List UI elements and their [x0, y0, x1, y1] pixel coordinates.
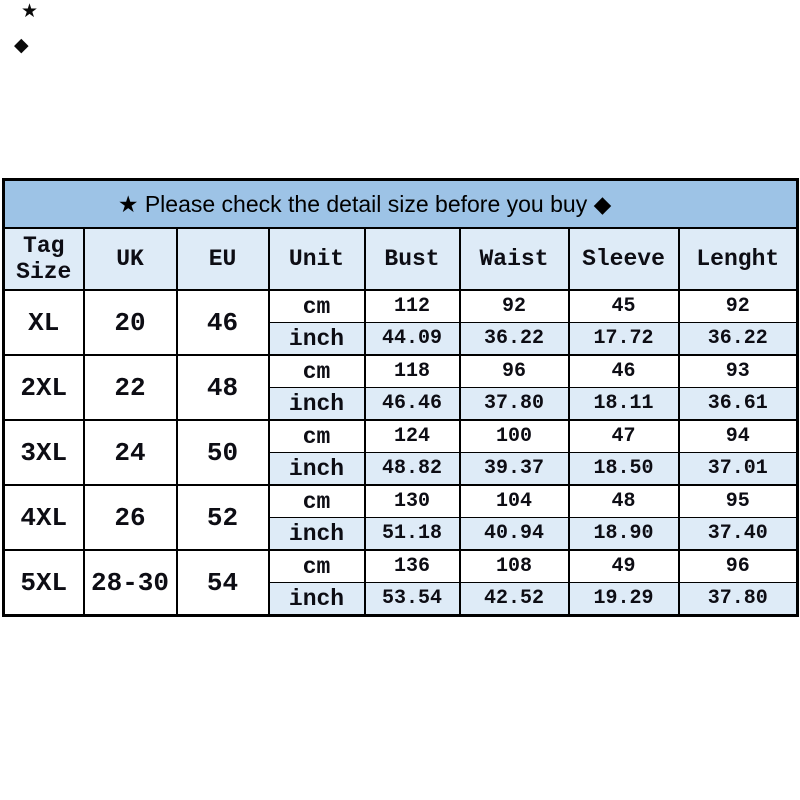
size-tag-cell: 5XL: [2, 549, 85, 617]
eu-size-cell: 46: [175, 289, 270, 356]
unit-cell: inch: [267, 582, 366, 617]
header-cell-bust: Bust: [363, 227, 461, 291]
length-value-cell: 96: [677, 549, 799, 583]
unit-cell: cm: [267, 354, 366, 388]
eu-size-cell: 50: [175, 419, 270, 486]
bust-value-cell: 53.54: [363, 582, 461, 617]
bust-value-cell: 136: [363, 549, 461, 583]
sleeve-value-cell: 17.72: [567, 322, 680, 356]
sleeve-value-cell: 18.11: [567, 387, 680, 421]
size-row-xl-cm: XL 20 46 cm 112 92 45 92: [2, 289, 799, 356]
length-value-cell: 94: [677, 419, 799, 453]
header-cell-uk: UK: [82, 227, 178, 291]
unit-cell: cm: [267, 419, 366, 453]
bust-value-cell: 130: [363, 484, 461, 518]
unit-cell: inch: [267, 517, 366, 551]
length-value-cell: 37.01: [677, 452, 799, 486]
size-row-3xl-cm: 3XL 24 50 cm 124 100 47 94: [2, 419, 799, 486]
length-value-cell: 95: [677, 484, 799, 518]
sleeve-value-cell: 18.90: [567, 517, 680, 551]
sleeve-value-cell: 47: [567, 419, 680, 453]
sleeve-value-cell: 48: [567, 484, 680, 518]
size-row-2xl-cm: 2XL 22 48 cm 118 96 46 93: [2, 354, 799, 421]
size-row-4xl-cm: 4XL 26 52 cm 130 104 48 95: [2, 484, 799, 551]
waist-value-cell: 92: [458, 289, 570, 323]
banner-text: ★ Please check the detail size before yo…: [2, 178, 799, 229]
waist-value-cell: 37.80: [458, 387, 570, 421]
length-value-cell: 37.80: [677, 582, 799, 617]
sleeve-value-cell: 49: [567, 549, 680, 583]
size-tag-cell: 3XL: [2, 419, 85, 486]
length-value-cell: 93: [677, 354, 799, 388]
bust-value-cell: 48.82: [363, 452, 461, 486]
length-value-cell: 37.40: [677, 517, 799, 551]
size-tag-cell: 4XL: [2, 484, 85, 551]
size-tag-cell: 2XL: [2, 354, 85, 421]
unit-cell: inch: [267, 322, 366, 356]
waist-value-cell: 42.52: [458, 582, 570, 617]
sleeve-value-cell: 19.29: [567, 582, 680, 617]
length-value-cell: 92: [677, 289, 799, 323]
waist-value-cell: 96: [458, 354, 570, 388]
header-row: Tag Size UK EU Unit Bust Waist Sleeve Le…: [2, 227, 799, 291]
bust-value-cell: 51.18: [363, 517, 461, 551]
corner-star-icon: ★: [21, 1, 39, 22]
waist-value-cell: 40.94: [458, 517, 570, 551]
uk-size-cell: 28-30: [82, 549, 178, 617]
sleeve-value-cell: 45: [567, 289, 680, 323]
size-row-2xl-inch: inch 46.46 37.80 18.11 36.61: [4, 387, 799, 421]
uk-size-cell: 20: [82, 289, 178, 356]
uk-size-cell: 24: [82, 419, 178, 486]
size-row-5xl-cm: 5XL 28-30 54 cm 136 108 49 96: [2, 549, 799, 617]
corner-diamond-icon: ◆: [14, 35, 29, 56]
sleeve-value-cell: 46: [567, 354, 680, 388]
bust-value-cell: 112: [363, 289, 461, 323]
header-cell-length: Lenght: [677, 227, 799, 291]
size-row-3xl-inch: inch 48.82 39.37 18.50 37.01: [4, 452, 799, 486]
size-chart-table: ★ Please check the detail size before yo…: [2, 178, 800, 617]
size-row-5xl-inch: inch 53.54 42.52 19.29 37.80: [4, 582, 799, 617]
bust-value-cell: 118: [363, 354, 461, 388]
header-cell-sleeve: Sleeve: [567, 227, 680, 291]
size-row-4xl-inch: inch 51.18 40.94 18.90 37.40: [4, 517, 799, 551]
bust-value-cell: 46.46: [363, 387, 461, 421]
waist-value-cell: 39.37: [458, 452, 570, 486]
length-value-cell: 36.22: [677, 322, 799, 356]
banner-row: ★ Please check the detail size before yo…: [2, 178, 799, 229]
waist-value-cell: 104: [458, 484, 570, 518]
sleeve-value-cell: 18.50: [567, 452, 680, 486]
waist-value-cell: 108: [458, 549, 570, 583]
header-cell-tag-size: Tag Size: [2, 227, 85, 291]
size-tag-cell: XL: [2, 289, 85, 356]
eu-size-cell: 48: [175, 354, 270, 421]
unit-cell: cm: [267, 484, 366, 518]
waist-value-cell: 100: [458, 419, 570, 453]
unit-cell: cm: [267, 549, 366, 583]
unit-cell: inch: [267, 387, 366, 421]
size-row-xl-inch: inch 44.09 36.22 17.72 36.22: [4, 322, 799, 356]
uk-size-cell: 26: [82, 484, 178, 551]
unit-cell: inch: [267, 452, 366, 486]
eu-size-cell: 54: [175, 549, 270, 617]
uk-size-cell: 22: [82, 354, 178, 421]
header-cell-waist: Waist: [458, 227, 570, 291]
waist-value-cell: 36.22: [458, 322, 570, 356]
header-cell-eu: EU: [175, 227, 270, 291]
eu-size-cell: 52: [175, 484, 270, 551]
bust-value-cell: 44.09: [363, 322, 461, 356]
header-cell-unit: Unit: [267, 227, 366, 291]
length-value-cell: 36.61: [677, 387, 799, 421]
unit-cell: cm: [267, 289, 366, 323]
bust-value-cell: 124: [363, 419, 461, 453]
